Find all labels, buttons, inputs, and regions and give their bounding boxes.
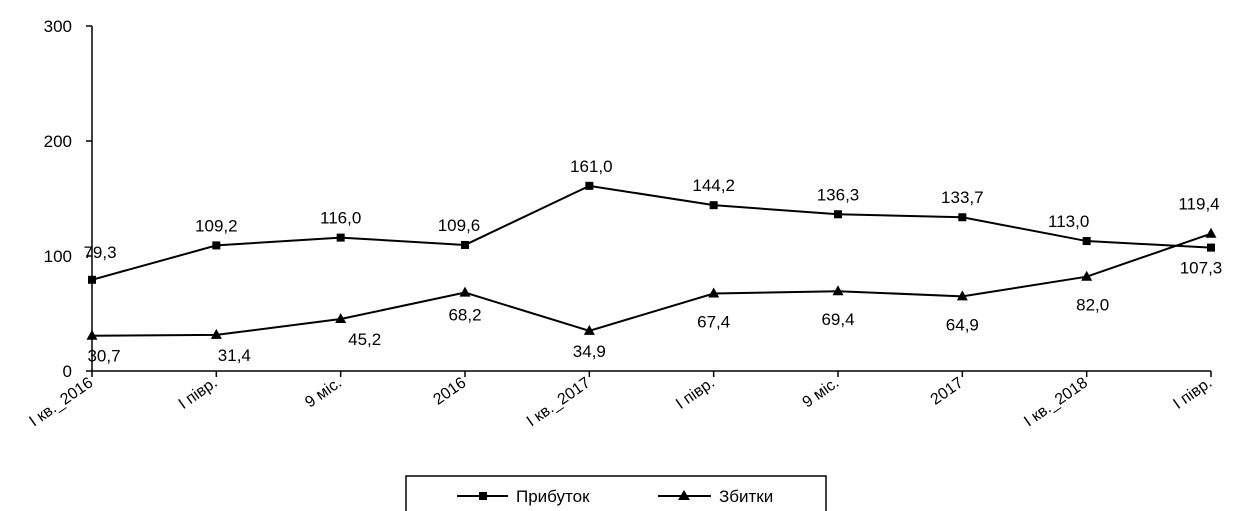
legend-label-profit: Прибуток bbox=[516, 487, 590, 506]
y-axis-ticks: 0 100 200 300 bbox=[44, 17, 92, 381]
data-label-losses: 31,4 bbox=[218, 346, 251, 365]
legend-box bbox=[405, 475, 827, 511]
data-point-losses bbox=[1205, 227, 1217, 238]
series-line-profit bbox=[91, 184, 1212, 281]
data-point-profit bbox=[212, 241, 221, 250]
x-tick-label: 9 міс. bbox=[302, 374, 345, 411]
data-label-profit: 144,2 bbox=[692, 176, 735, 195]
data-label-losses: 82,0 bbox=[1076, 296, 1109, 315]
y-tick-label: 100 bbox=[44, 247, 72, 266]
chart-axes bbox=[91, 26, 1211, 372]
y-tick-label: 200 bbox=[44, 132, 72, 151]
data-label-profit: 136,3 bbox=[817, 185, 860, 204]
data-point-profit bbox=[709, 201, 718, 210]
data-point-profit bbox=[1082, 237, 1091, 246]
data-labels: 79,3 109,2 116,0 109,6 161,0 144,2 136,3 133,7 1… bbox=[83, 157, 1222, 366]
y-tick-label: 0 bbox=[63, 362, 72, 381]
legend-item-losses: Збитки bbox=[658, 487, 773, 506]
data-label-losses: 45,2 bbox=[348, 330, 381, 349]
legend-item-profit: Прибуток bbox=[457, 487, 590, 506]
x-tick-label: 9 міс. bbox=[799, 374, 842, 411]
data-point-losses bbox=[583, 324, 595, 335]
x-tick-label: I півр. bbox=[673, 374, 718, 413]
data-label-losses: 34,9 bbox=[573, 342, 606, 361]
x-tick-label: I кв._2016 bbox=[26, 374, 96, 430]
data-label-profit: 109,6 bbox=[438, 216, 481, 235]
data-point-profit bbox=[336, 233, 345, 242]
data-point-losses bbox=[832, 285, 844, 296]
data-label-profit: 113,0 bbox=[1048, 212, 1089, 231]
data-label-profit: 107,3 bbox=[1180, 259, 1223, 278]
data-point-losses bbox=[1081, 270, 1093, 281]
data-point-losses bbox=[86, 329, 98, 340]
chart-legend: Прибуток Збитки bbox=[405, 475, 827, 511]
data-point-profit bbox=[88, 275, 96, 284]
legend-label-losses: Збитки bbox=[719, 487, 773, 506]
data-label-profit: 116,0 bbox=[320, 209, 361, 228]
x-axis-ticks: I кв._2016 I півр. 9 міс. 2016 I кв._2017 I п… bbox=[26, 371, 1215, 430]
data-point-losses bbox=[335, 313, 347, 324]
legend-marker-losses bbox=[678, 490, 690, 500]
x-tick-label: I кв._2018 bbox=[1021, 374, 1091, 430]
x-tick-label: 2017 bbox=[928, 374, 967, 408]
data-point-losses bbox=[708, 287, 720, 298]
data-label-losses: 119,4 bbox=[1178, 195, 1219, 214]
data-label-profit: 161,0 bbox=[570, 157, 613, 176]
x-tick-label: 2016 bbox=[430, 374, 469, 408]
data-point-profit bbox=[958, 213, 967, 222]
data-point-losses bbox=[210, 328, 222, 339]
data-label-losses: 64,9 bbox=[946, 315, 979, 334]
data-label-losses: 69,4 bbox=[821, 310, 854, 329]
x-tick-label: I кв._2017 bbox=[524, 374, 594, 430]
series-line-losses bbox=[91, 232, 1212, 337]
data-label-profit: 79,3 bbox=[83, 243, 116, 262]
data-point-losses bbox=[459, 286, 471, 297]
data-point-profit bbox=[461, 240, 469, 249]
data-point-profit bbox=[1207, 243, 1215, 252]
data-label-profit: 133,7 bbox=[941, 188, 984, 207]
legend-marker-profit bbox=[479, 492, 487, 500]
y-tick-label: 300 bbox=[44, 17, 72, 36]
data-label-losses: 67,4 bbox=[697, 312, 730, 331]
x-tick-label: I півр. bbox=[176, 374, 221, 413]
data-label-losses: 30,7 bbox=[87, 347, 120, 366]
chart-series bbox=[86, 181, 1217, 340]
data-point-profit bbox=[834, 210, 842, 219]
data-point-losses bbox=[956, 290, 968, 301]
data-point-profit bbox=[585, 181, 594, 190]
data-label-profit: 109,2 bbox=[195, 216, 238, 235]
x-tick-label: I півр. bbox=[1170, 374, 1215, 413]
data-label-losses: 68,2 bbox=[448, 306, 481, 325]
